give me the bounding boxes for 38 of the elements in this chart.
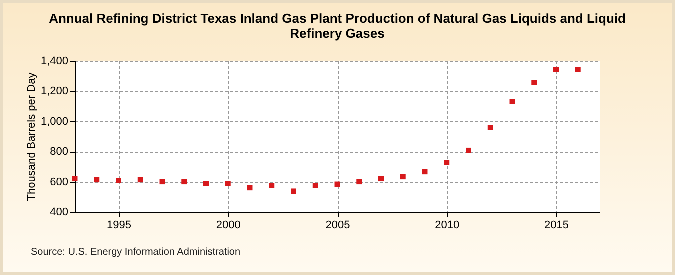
point bbox=[72, 176, 78, 182]
point bbox=[138, 177, 144, 183]
y-tick-label: 1,000 bbox=[40, 116, 68, 128]
point bbox=[444, 160, 450, 166]
point bbox=[510, 99, 516, 105]
point bbox=[291, 188, 296, 194]
point bbox=[466, 148, 472, 154]
point bbox=[356, 179, 362, 185]
point bbox=[378, 176, 384, 182]
point bbox=[575, 67, 581, 72]
point bbox=[182, 179, 188, 185]
y-axis-title: Thousand Barrels per Day bbox=[26, 72, 38, 202]
point bbox=[334, 182, 340, 188]
y-tick-label: 1,200 bbox=[40, 86, 68, 98]
point bbox=[94, 177, 100, 183]
point bbox=[160, 179, 166, 185]
x-tick-label: 1995 bbox=[107, 220, 132, 232]
source-note: Source: U.S. Energy Information Administration bbox=[31, 247, 241, 258]
x-tick-label: 2000 bbox=[216, 220, 241, 232]
chart-title: Annual Refining District Texas Inland Gas Plant Production of Natural Gas Liquids and Liquid Refinery Gases bbox=[49, 11, 626, 41]
y-tick-label: 800 bbox=[50, 146, 68, 158]
point bbox=[247, 185, 253, 191]
point bbox=[532, 80, 538, 86]
point bbox=[269, 182, 275, 188]
point bbox=[422, 169, 428, 175]
point bbox=[554, 67, 559, 72]
point bbox=[204, 181, 209, 186]
x-tick-label: 2005 bbox=[326, 220, 350, 232]
point bbox=[116, 178, 122, 184]
point bbox=[312, 182, 318, 188]
y-tick-label: 400 bbox=[50, 206, 68, 218]
x-tick-label: 2015 bbox=[544, 220, 569, 232]
y-tick-label: 1,400 bbox=[40, 56, 68, 68]
point bbox=[400, 174, 406, 180]
y-tick-label: 600 bbox=[50, 176, 68, 188]
point bbox=[225, 181, 231, 186]
x-tick-label: 2010 bbox=[435, 220, 460, 232]
point bbox=[488, 125, 494, 130]
